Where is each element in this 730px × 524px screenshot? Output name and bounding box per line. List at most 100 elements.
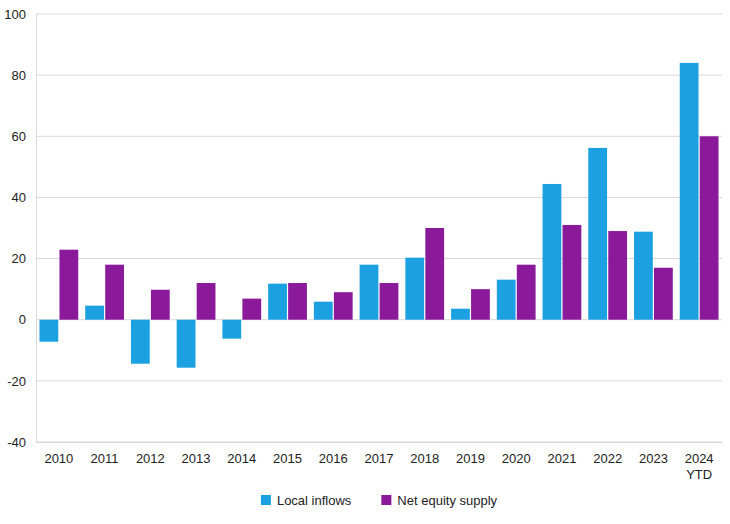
x-tick: 2022 (593, 442, 622, 466)
x-tick-label: 2023 (639, 451, 668, 466)
legend-label: Local inflows (277, 493, 352, 508)
x-tick-label-line: YTD (686, 467, 712, 482)
legend-item: Local inflows (261, 493, 352, 508)
bar (59, 250, 78, 320)
bar (268, 284, 287, 320)
x-tick: 2018 (410, 442, 439, 466)
chart: -40-200204060801002010201120122013201420… (0, 0, 730, 524)
series (59, 136, 718, 319)
x-tick-label: 2024YTD (685, 451, 714, 482)
bar (451, 309, 470, 320)
bar (131, 320, 150, 364)
x-tick-label: 2017 (365, 451, 394, 466)
x-tick: 2014 (227, 442, 256, 466)
y-axis: -40 -20 0 20 40 60 80 100 (4, 7, 36, 450)
y-tick: 80 (12, 68, 36, 83)
grid-line (36, 442, 722, 443)
x-tick-label: 2022 (593, 451, 622, 466)
y-tick-label: 60 (12, 129, 26, 144)
bar (543, 184, 562, 320)
grid-line (36, 380, 722, 381)
x-tick: 2013 (182, 442, 211, 466)
bar (405, 258, 424, 320)
bar (634, 232, 653, 320)
bar (242, 299, 261, 320)
legend-swatch (261, 495, 271, 505)
bar (563, 225, 582, 320)
x-tick-label: 2020 (502, 451, 531, 466)
x-tick-label: 2015 (273, 451, 302, 466)
bar (85, 306, 104, 320)
bar (700, 136, 719, 319)
y-tick-label: 40 (12, 190, 26, 205)
y-tick: 40 (12, 190, 36, 205)
x-tick-label: 2019 (456, 451, 485, 466)
x-tick: 2015 (273, 442, 302, 466)
y-tick-label: -20 (7, 374, 26, 389)
grid-line (36, 197, 722, 198)
y-tick-label: 20 (12, 251, 26, 266)
chart-container: -40-200204060801002010201120122013201420… (0, 0, 730, 524)
bar (680, 63, 699, 320)
y-tick: 60 (12, 129, 36, 144)
plot: -40-200204060801002010201120122013201420… (4, 7, 722, 482)
bar (288, 283, 307, 320)
y-tick: 20 (12, 251, 36, 266)
bar (608, 231, 627, 320)
x-tick-label: 2011 (91, 451, 119, 466)
bar (314, 302, 333, 320)
bar (588, 148, 607, 320)
bar (471, 289, 490, 320)
x-tick: 2019 (456, 442, 485, 466)
legend-item: Net equity supply (381, 493, 497, 508)
x-tick: 2023 (639, 442, 668, 466)
x-tick: 2024YTD (685, 442, 714, 482)
y-tick: 0 (19, 312, 36, 327)
bar (105, 265, 124, 320)
x-tick: 2012 (136, 442, 165, 466)
bar (654, 268, 673, 320)
grid-line (36, 14, 722, 15)
bar (222, 320, 241, 339)
bar (197, 283, 216, 320)
y-tick: -40 (7, 435, 36, 450)
x-tick-label: 2016 (319, 451, 348, 466)
x-tick-label: 2018 (410, 451, 439, 466)
bar (425, 228, 444, 320)
bar (380, 283, 399, 320)
legend-label: Net equity supply (397, 493, 497, 508)
x-axis: 2010 2011 2012 2013 2014 2015 2016 2017 2018 2019… (37, 442, 723, 482)
x-tick: 2011 (91, 442, 119, 466)
y-tick-label: 80 (12, 68, 26, 83)
y-tick: -20 (7, 374, 36, 389)
bar (39, 320, 58, 342)
x-axis-line (37, 442, 723, 443)
grid-line (36, 136, 722, 137)
bar (497, 280, 516, 320)
legend: Local inflows Net equity supply (261, 493, 498, 508)
x-tick-label: 2012 (136, 451, 165, 466)
legend-swatch (381, 495, 391, 505)
y-tick-label: -40 (7, 435, 26, 450)
x-tick: 2010 (44, 442, 73, 466)
series (39, 63, 698, 368)
y-tick: 100 (4, 7, 36, 22)
x-tick-label: 2013 (182, 451, 211, 466)
x-tick-label: 2014 (227, 451, 256, 466)
bar (517, 265, 536, 320)
bar (177, 320, 196, 368)
grid-line (36, 75, 722, 76)
y-tick-label: 0 (19, 312, 26, 327)
x-tick: 2020 (502, 442, 531, 466)
bar (360, 265, 379, 320)
y-tick-label: 100 (4, 7, 26, 22)
x-tick-label-line: 2024 (685, 451, 714, 466)
x-tick: 2017 (365, 442, 394, 466)
x-tick: 2021 (547, 442, 576, 466)
bar (334, 292, 353, 320)
y-axis-line (36, 15, 37, 443)
bar (151, 290, 170, 320)
x-tick: 2016 (319, 442, 348, 466)
grid (36, 14, 722, 442)
bars (39, 63, 718, 368)
